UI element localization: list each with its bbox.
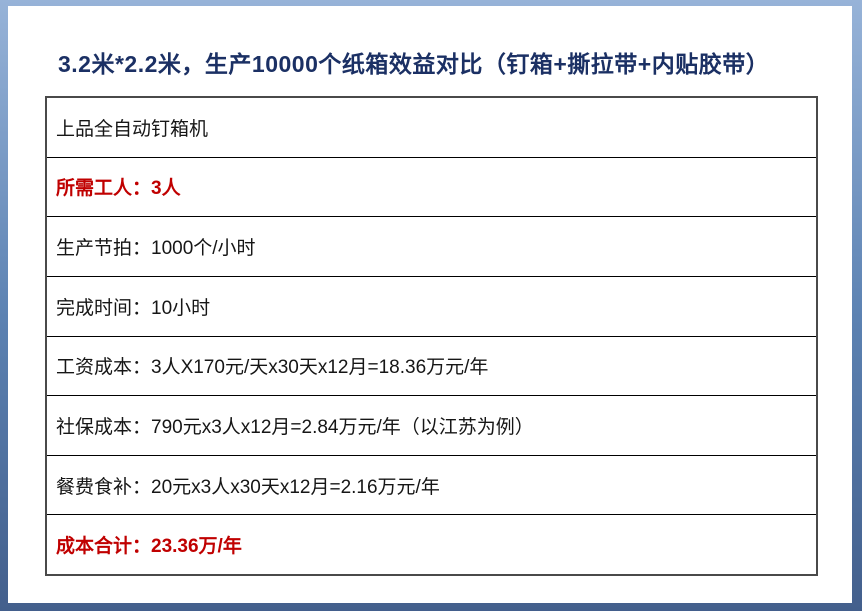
table-cell-text: 上品全自动钉箱机 — [56, 118, 209, 140]
table-cell-text: 餐费食补：20元x3人x30天x12月=2.16万元/年 — [56, 476, 440, 498]
table-cell-text: 生产节拍：1000个/小时 — [56, 238, 256, 260]
cost-comparison-table: 上品全自动钉箱机 所需工人：3人 生产节拍：1000个/小时 完成时间：10小时… — [45, 96, 818, 576]
table-row: 所需工人：3人 — [47, 156, 816, 217]
table-cell-text: 社保成本：790元x3人x12月=2.84万元/年（以江苏为例） — [56, 416, 534, 438]
table-row: 餐费食补：20元x3人x30天x12月=2.16万元/年 — [47, 454, 816, 515]
table-row: 工资成本：3人X170元/天x30天x12月=18.36万元/年 — [47, 335, 816, 396]
table-cell-text: 工资成本：3人X170元/天x30天x12月=18.36万元/年 — [56, 357, 489, 379]
table-row: 上品全自动钉箱机 — [47, 98, 816, 157]
table-row: 生产节拍：1000个/小时 — [47, 216, 816, 276]
table-row: 成本合计：23.36万/年 — [47, 514, 816, 574]
table-cell-text: 成本合计：23.36万/年 — [56, 536, 242, 558]
slide-title: 3.2米*2.2米，生产10000个纸箱效益对比（钉箱+撕拉带+内贴胶带） — [58, 51, 770, 77]
table-cell-text: 所需工人：3人 — [56, 178, 181, 200]
table-row: 社保成本：790元x3人x12月=2.84万元/年（以江苏为例） — [47, 395, 816, 455]
table-row: 完成时间：10小时 — [47, 275, 816, 336]
slide: 3.2米*2.2米，生产10000个纸箱效益对比（钉箱+撕拉带+内贴胶带） 上品… — [8, 6, 852, 603]
table-cell-text: 完成时间：10小时 — [56, 297, 211, 319]
